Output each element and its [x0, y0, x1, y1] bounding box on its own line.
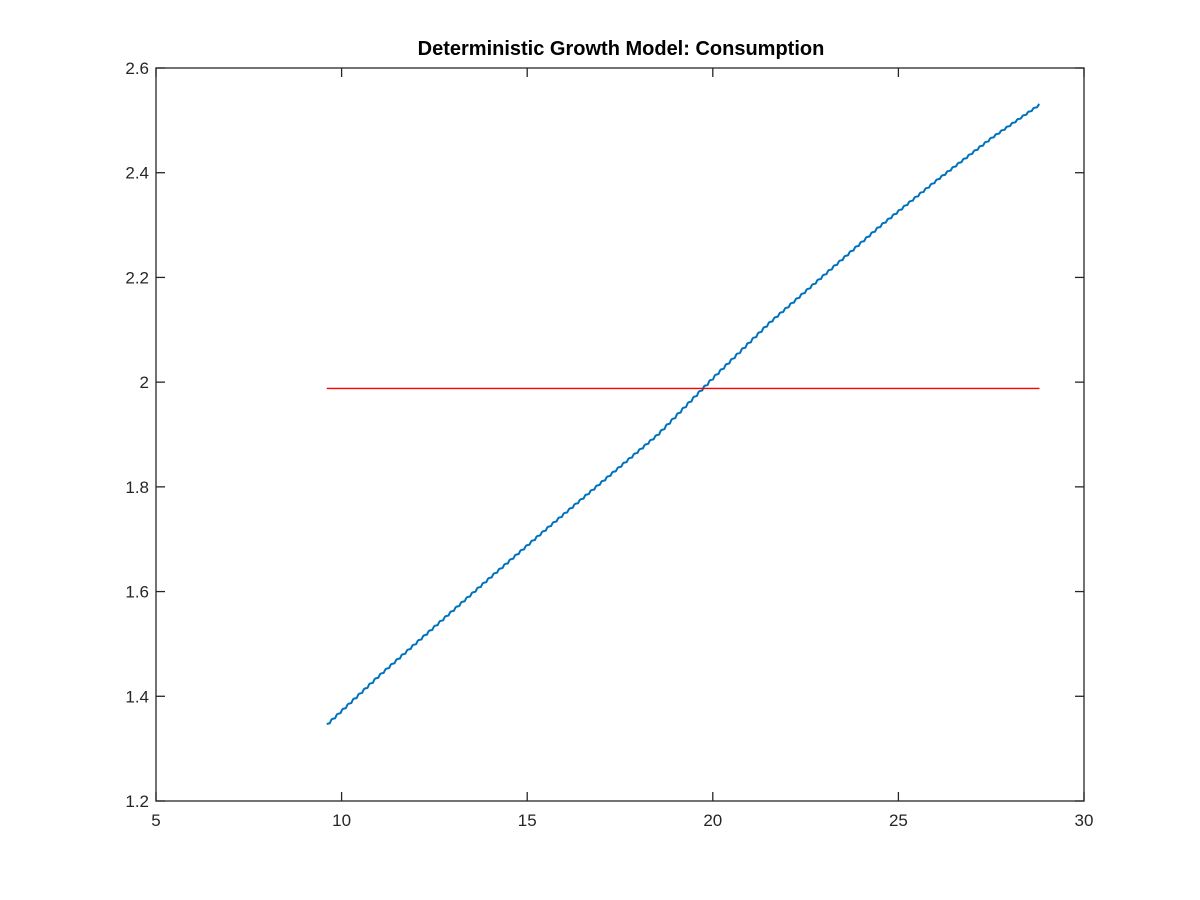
y-tick-label: 1.2 [125, 792, 149, 811]
axis-tick-labels: 5 10 15 20 25 30 1.2 1.4 1.6 1.8 2 2.2 2.4 2.6 [125, 59, 1093, 830]
x-tick-label: 20 [703, 811, 722, 830]
y-tick-label: 1.4 [125, 687, 149, 706]
y-tick-label: 2.6 [125, 59, 149, 78]
plot-area: 5 10 15 20 25 30 1.2 1.4 1.6 1.8 2 2.2 2.4 2.6 [125, 59, 1093, 830]
x-tick-label: 10 [332, 811, 351, 830]
x-tick-label: 5 [151, 811, 160, 830]
y-tick-label: 1.6 [125, 583, 149, 602]
axis-ticks [155, 67, 1085, 802]
axes-box [155, 67, 1085, 802]
y-tick-label: 2.4 [125, 164, 149, 183]
x-tick-label: 25 [889, 811, 908, 830]
y-tick-label: 1.8 [125, 478, 149, 497]
x-tick-label: 30 [1075, 811, 1094, 830]
y-tick-label: 2.2 [125, 268, 149, 287]
series-layer [326, 103, 1041, 725]
consumption-series-line [326, 103, 1041, 725]
chart-title: Deterministic Growth Model: Consumption [418, 38, 825, 60]
x-tick-label: 15 [518, 811, 537, 830]
y-tick-label: 2 [140, 373, 149, 392]
